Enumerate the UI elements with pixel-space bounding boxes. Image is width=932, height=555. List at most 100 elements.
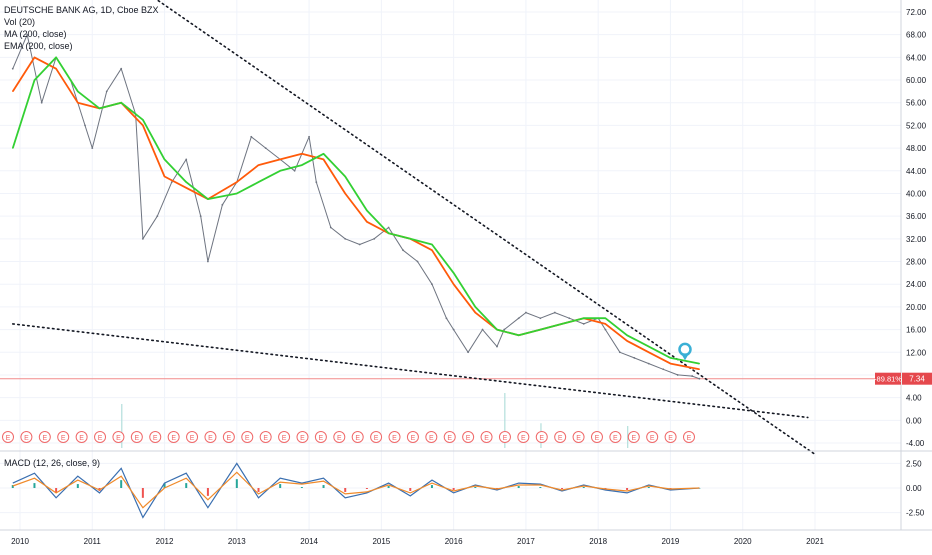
earnings-marker: [535, 431, 548, 443]
data-point: [467, 351, 469, 354]
volume-bar: [121, 404, 123, 448]
macd-histogram-bar: [365, 488, 368, 489]
macd-pane: [0, 450, 932, 519]
time-tick-label: 2013: [228, 537, 246, 546]
earnings-marker: [627, 431, 640, 443]
earnings-marker-label: E: [98, 435, 103, 442]
price-tick-label: 24.00: [906, 280, 927, 289]
data-point: [503, 328, 506, 331]
earnings-marker: [683, 431, 695, 443]
data-point: [518, 334, 520, 336]
earnings-marker-label: E: [42, 435, 47, 442]
earnings-marker: [130, 431, 143, 443]
data-point: [604, 317, 607, 319]
symbol-title[interactable]: DEUTSCHE BANK AG, 1D, Cboe BZX: [4, 5, 159, 15]
earnings-marker: [480, 431, 493, 443]
data-point: [669, 363, 672, 365]
data-point: [141, 237, 144, 240]
data-point: [329, 226, 332, 229]
price-tick-label: 60.00: [906, 76, 927, 85]
data-point: [77, 102, 79, 104]
alert-marker-pin: [681, 353, 689, 361]
earnings-marker-label: E: [227, 435, 232, 442]
trendline: [155, 0, 816, 456]
price-tick-label: 56.00: [906, 99, 927, 108]
price-tick-label: 28.00: [906, 258, 927, 267]
macd-tick-label: -2.50: [906, 509, 925, 518]
data-point: [120, 67, 123, 70]
earnings-marker: [590, 431, 603, 443]
earnings-marker: [664, 431, 677, 443]
earnings-marker: [388, 431, 401, 443]
earnings-marker: [646, 431, 659, 443]
data-point: [568, 317, 571, 320]
data-point: [445, 317, 448, 320]
data-point: [373, 237, 376, 240]
earnings-marker: [259, 431, 272, 443]
series-line-ema-200: [11, 56, 700, 365]
earnings-marker-label: E: [171, 435, 176, 442]
data-point: [236, 192, 238, 195]
change-badge-label: -89.81%: [874, 375, 902, 384]
data-point: [431, 249, 433, 251]
data-point: [669, 357, 672, 359]
earnings-marker-label: E: [576, 435, 581, 442]
macd-line: [12, 462, 700, 519]
data-point: [163, 175, 166, 178]
data-point: [279, 170, 281, 172]
data-point: [55, 68, 57, 70]
data-point: [626, 340, 628, 342]
earnings-marker: [75, 431, 88, 443]
macd-histogram-bar: [11, 485, 14, 488]
data-point: [474, 306, 476, 308]
macd-histogram-bar: [163, 483, 166, 488]
earnings-marker: [278, 431, 291, 443]
earnings-marker-label: E: [116, 435, 121, 442]
price-tick-label: 72.00: [906, 8, 927, 17]
price-tick-label: 68.00: [906, 31, 927, 40]
price-tick-label: -4.00: [906, 439, 925, 448]
earnings-marker: [333, 431, 346, 443]
macd-histogram-bar: [120, 480, 123, 488]
earnings-marker-label: E: [337, 435, 342, 442]
data-point: [662, 368, 665, 371]
price-tick-label: 48.00: [906, 144, 927, 153]
earnings-marker: [572, 431, 585, 443]
data-point: [11, 67, 14, 70]
indicator-ma[interactable]: MA (200, close): [4, 29, 67, 39]
earnings-marker-label: E: [6, 435, 11, 442]
time-tick-label: 2016: [445, 537, 463, 546]
earnings-marker: [443, 431, 456, 443]
indicator-ema[interactable]: EMA (200, close): [4, 41, 73, 51]
time-tick-label: 2015: [372, 537, 390, 546]
earnings-marker-label: E: [503, 435, 508, 442]
data-point: [633, 357, 636, 359]
data-point: [626, 334, 628, 336]
earnings-marker: [296, 431, 309, 443]
macd-tick-label: 2.50: [906, 459, 922, 468]
data-point: [315, 181, 318, 184]
data-point: [647, 362, 650, 365]
earnings-marker: [222, 431, 235, 443]
macd-histogram-bar: [257, 488, 260, 492]
data-point: [199, 215, 202, 218]
earnings-marker-label: E: [466, 435, 471, 442]
indicator-vol[interactable]: Vol (20): [4, 17, 36, 27]
time-tick-label: 2012: [156, 537, 174, 546]
earnings-marker-label: E: [392, 435, 397, 442]
macd-histogram-bar: [626, 488, 629, 490]
earnings-marker: [2, 431, 14, 443]
data-point: [344, 175, 346, 178]
data-point: [648, 345, 650, 348]
macd-histogram-bar: [344, 488, 347, 492]
earnings-marker: [554, 431, 567, 443]
earnings-marker: [351, 431, 364, 443]
earnings-marker-label: E: [447, 435, 452, 442]
earnings-marker: [425, 431, 438, 443]
earnings-marker-label: E: [374, 435, 379, 442]
time-tick-label: 2011: [84, 537, 102, 546]
macd-title[interactable]: MACD (12, 26, close, 9): [4, 458, 101, 468]
macd-histogram-bar: [452, 488, 455, 490]
earnings-marker-label: E: [429, 435, 434, 442]
